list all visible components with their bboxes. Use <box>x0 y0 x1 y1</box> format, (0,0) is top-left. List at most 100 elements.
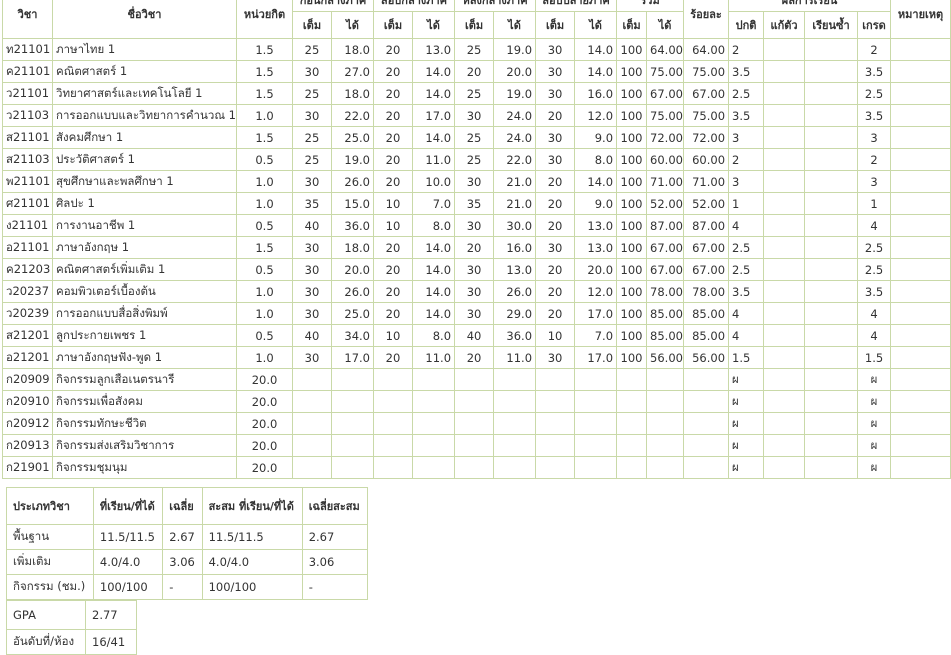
got-score <box>493 390 537 413</box>
full-score <box>292 368 332 391</box>
table-row: ค21101 คณิตศาสตร์ 1 1.5 30 27.0 20 14.0 20 20.0 3… <box>2 60 951 83</box>
note-cell <box>890 170 951 193</box>
got-score: 14.0 <box>411 258 456 281</box>
grade-value: ผ <box>857 390 892 413</box>
full-score: 20 <box>373 148 413 171</box>
got-score: 85.00 <box>646 324 685 347</box>
percent-value: 85.00 <box>683 302 730 325</box>
full-score: 20 <box>373 236 413 259</box>
summary-header-type: ประเภทวิชา <box>6 487 94 525</box>
result-fix <box>763 82 806 105</box>
got-score: 13.0 <box>574 236 618 259</box>
summary-cell: - <box>301 574 369 600</box>
subject-code: ส21101 <box>2 126 53 149</box>
got-score: 14.0 <box>574 170 618 193</box>
full-score <box>616 456 648 479</box>
result-repeat <box>804 280 859 303</box>
sub-full-header: เต็ม <box>535 11 576 39</box>
full-score <box>292 390 332 413</box>
sub-full-header: เต็ม <box>616 11 648 39</box>
summary-cell: 3.06 <box>301 549 369 575</box>
result-normal: ผ <box>728 412 765 435</box>
got-score: 20.0 <box>493 60 537 83</box>
percent-value: 67.00 <box>683 236 730 259</box>
summary-cell: กิจกรรม (ชม.) <box>6 574 94 600</box>
got-score: 18.0 <box>331 236 374 259</box>
note-cell <box>890 434 951 457</box>
header-row-1: วิชา ชื่อวิชา หน่วยกิต ก่อนกลางภาค สอบกล… <box>2 0 951 39</box>
got-score: 25.0 <box>331 126 374 149</box>
gpa-value: 2.77 <box>85 600 137 630</box>
full-score: 25 <box>292 148 332 171</box>
credit-value: 1.5 <box>236 60 293 83</box>
full-score: 30 <box>454 104 495 127</box>
table-row: ก20910 กิจกรรมเพื่อสังคม 20.0 ผ ผ <box>2 390 951 413</box>
note-cell <box>890 236 951 259</box>
percent-value: 56.00 <box>683 346 730 369</box>
result-fix <box>763 60 806 83</box>
got-score: 14.0 <box>574 38 618 61</box>
grade-value: 3.5 <box>857 104 892 127</box>
percent-value: 52.00 <box>683 192 730 215</box>
result-fix <box>763 456 806 479</box>
percent-value: 71.00 <box>683 170 730 193</box>
subject-code: อ21101 <box>2 236 53 259</box>
got-score: 67.00 <box>646 236 685 259</box>
subject-code: ก20910 <box>2 390 53 413</box>
got-score <box>493 412 537 435</box>
result-normal: 3 <box>728 126 765 149</box>
sub-got-header: ได้ <box>574 11 618 39</box>
percent-value: 87.00 <box>683 214 730 237</box>
got-score: 25.0 <box>331 302 374 325</box>
full-score: 30 <box>454 280 495 303</box>
full-score <box>616 412 648 435</box>
got-score <box>411 412 456 435</box>
note-cell <box>890 368 951 391</box>
subject-code: ส21201 <box>2 324 53 347</box>
got-score: 13.0 <box>493 258 537 281</box>
subject-name: สังคมศึกษา 1 <box>52 126 237 149</box>
full-score <box>535 390 576 413</box>
got-score: 34.0 <box>331 324 374 347</box>
rank-label: อันดับที่/ห้อง <box>6 629 86 655</box>
got-score: 72.00 <box>646 126 685 149</box>
result-repeat <box>804 456 859 479</box>
full-score: 20 <box>373 346 413 369</box>
note-cell <box>890 38 951 61</box>
table-row: ว20237 คอมพิวเตอร์เบื้องต้น 1.0 30 26.0 20 14.… <box>2 280 951 303</box>
got-score: 60.00 <box>646 148 685 171</box>
result-fix <box>763 434 806 457</box>
full-score: 10 <box>373 324 413 347</box>
subject-code: ว20239 <box>2 302 53 325</box>
full-score: 25 <box>454 82 495 105</box>
subject-name: กิจกรรมชุมนุม <box>52 456 237 479</box>
result-normal: 3.5 <box>728 60 765 83</box>
full-score: 30 <box>292 302 332 325</box>
got-score <box>493 368 537 391</box>
credit-value: 20.0 <box>236 412 293 435</box>
result-fix <box>763 170 806 193</box>
subject-code: ท21101 <box>2 38 53 61</box>
result-normal: ผ <box>728 368 765 391</box>
credit-value: 0.5 <box>236 214 293 237</box>
result-repeat <box>804 236 859 259</box>
subject-code: ส21103 <box>2 148 53 171</box>
note-cell <box>890 390 951 413</box>
full-score: 20 <box>373 302 413 325</box>
result-normal: ผ <box>728 434 765 457</box>
got-score <box>646 412 685 435</box>
full-score: 30 <box>292 60 332 83</box>
full-score <box>535 434 576 457</box>
grade-value: 4 <box>857 324 892 347</box>
subject-name: ภาษาอังกฤษฟัง-พูด 1 <box>52 346 237 369</box>
credit-value: 1.0 <box>236 280 293 303</box>
got-score: 75.00 <box>646 104 685 127</box>
got-score: 36.0 <box>493 324 537 347</box>
full-score <box>292 434 332 457</box>
got-score <box>646 390 685 413</box>
full-score: 40 <box>292 324 332 347</box>
summary-header-cum-avg: เฉลี่ยสะสม <box>301 487 369 525</box>
credit-value: 20.0 <box>236 390 293 413</box>
full-score: 25 <box>454 126 495 149</box>
got-score <box>411 368 456 391</box>
